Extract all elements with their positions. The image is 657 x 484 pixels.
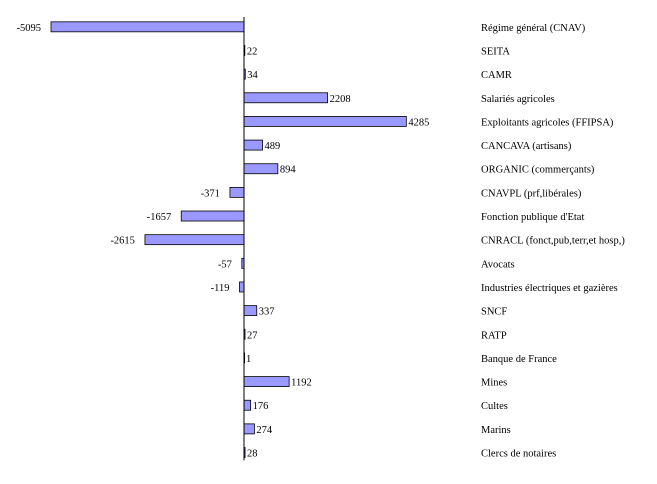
- bar: [229, 186, 245, 198]
- category-label: Salariés agricoles: [481, 94, 555, 105]
- category-label: CNAVPL (prf,libérales): [481, 188, 582, 199]
- category-label: Avocats: [481, 259, 515, 270]
- category-label: ORGANIC (commerçants): [481, 165, 595, 176]
- category-label: CAMR: [481, 70, 512, 81]
- bar: [243, 92, 329, 104]
- category-label: Banque de France: [481, 354, 557, 365]
- category-label: Fonction publique d'Etat: [481, 212, 584, 223]
- data-label: 2208: [330, 94, 351, 105]
- data-label: 337: [259, 307, 275, 318]
- bar: [243, 399, 252, 411]
- bar: [239, 281, 245, 293]
- data-label: -1657: [147, 212, 172, 223]
- data-label: 894: [280, 165, 297, 176]
- data-label: 27: [247, 330, 258, 341]
- category-label: SEITA: [481, 46, 510, 57]
- data-label: 4285: [408, 117, 429, 128]
- category-label: SNCF: [481, 307, 507, 318]
- bar: [243, 163, 279, 175]
- data-label: 1: [246, 354, 251, 365]
- category-label: Mines: [481, 378, 507, 389]
- category-label: Industries électriques et gazières: [481, 283, 618, 294]
- data-label: 176: [253, 401, 269, 412]
- bar: [243, 376, 290, 387]
- bar: [243, 423, 255, 435]
- data-label: 274: [256, 425, 273, 436]
- category-label: Marins: [481, 425, 511, 436]
- bar: [180, 210, 245, 222]
- category-label: Clercs de notaires: [481, 449, 556, 460]
- bar: [243, 139, 263, 151]
- data-label: -2615: [110, 236, 135, 247]
- category-label: RATP: [481, 330, 507, 341]
- category-label: Exploitants agricoles (FFIPSA): [481, 117, 614, 128]
- data-label: 1192: [291, 378, 312, 389]
- data-label: 28: [247, 449, 258, 460]
- data-label: -5095: [17, 23, 42, 34]
- data-label: -119: [211, 283, 230, 294]
- category-label: Régime général (CNAV): [481, 23, 586, 34]
- bar: [243, 116, 407, 127]
- bar: [243, 305, 258, 317]
- category-label: Cultes: [481, 401, 508, 412]
- bar: [50, 21, 245, 33]
- labels-layer: -5095 Régime général (CNAV) 22 SEITA 34 CAMR 2…: [17, 23, 626, 460]
- data-label: -371: [201, 188, 220, 199]
- category-label: CNRACL (fonct,pub,terr,et hosp,): [481, 236, 625, 247]
- bars-layer: [50, 21, 407, 458]
- bar: [144, 234, 245, 246]
- data-label: 489: [265, 141, 281, 152]
- data-label: 22: [247, 46, 258, 57]
- data-label: 34: [247, 70, 258, 81]
- category-label: CANCAVA (artisans): [481, 141, 572, 152]
- data-label: -57: [218, 259, 232, 270]
